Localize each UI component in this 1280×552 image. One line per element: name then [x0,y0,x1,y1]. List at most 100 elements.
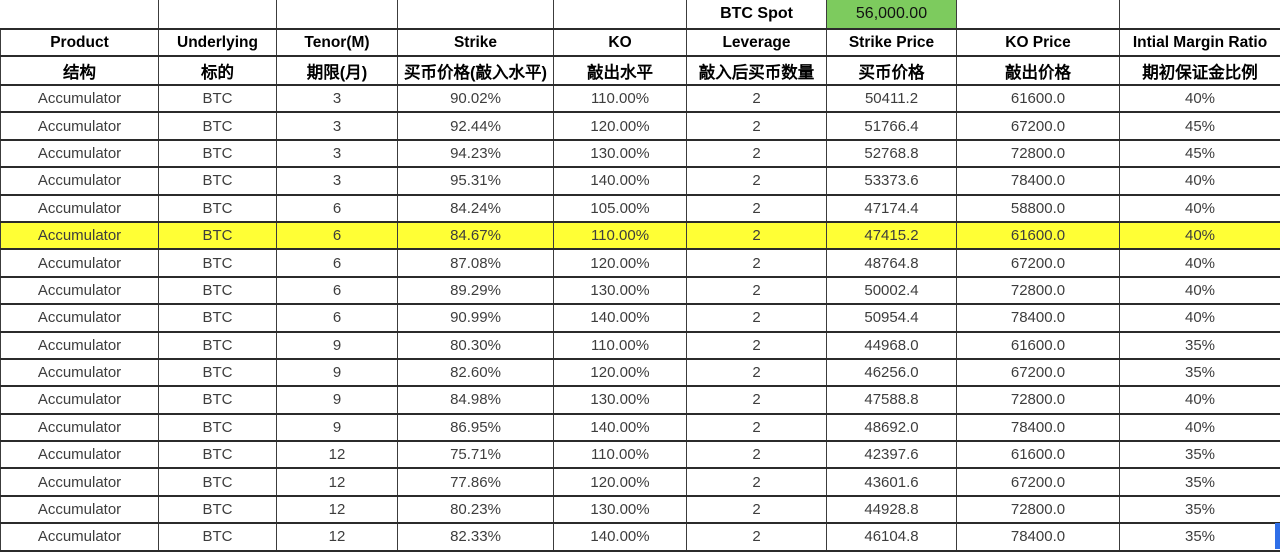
cell-ko[interactable]: 130.00% [554,140,687,167]
cell-strike[interactable]: 84.67% [398,222,554,249]
cell-tenor[interactable]: 3 [277,85,398,112]
cell-tenor[interactable]: 6 [277,195,398,222]
cell-strike-price[interactable]: 50002.4 [827,277,957,304]
cell-leverage[interactable]: 2 [687,222,827,249]
cell-underlying[interactable]: BTC [159,332,277,359]
header-ko-price[interactable]: KO Price [957,29,1120,56]
cell-underlying[interactable]: BTC [159,414,277,441]
cell-strike[interactable]: 84.98% [398,386,554,413]
cell-strike-price[interactable]: 42397.6 [827,441,957,468]
empty-cell[interactable] [1120,0,1280,29]
cell-leverage[interactable]: 2 [687,304,827,331]
cell-strike-price[interactable]: 47588.8 [827,386,957,413]
cell-tenor[interactable]: 3 [277,167,398,194]
header-strike-zh[interactable]: 买币价格(敲入水平) [398,56,554,85]
cell-margin[interactable]: 35% [1120,332,1280,359]
cell-ko[interactable]: 130.00% [554,277,687,304]
cell-tenor[interactable]: 3 [277,140,398,167]
cell-ko[interactable]: 130.00% [554,386,687,413]
empty-cell[interactable] [277,0,398,29]
cell-tenor[interactable]: 6 [277,222,398,249]
cell-margin[interactable]: 40% [1120,414,1280,441]
cell-strike-price[interactable]: 44928.8 [827,496,957,523]
cell-leverage[interactable]: 2 [687,85,827,112]
cell-margin[interactable]: 40% [1120,195,1280,222]
cell-product[interactable]: Accumulator [1,222,159,249]
header-strike-price-zh[interactable]: 买币价格 [827,56,957,85]
cell-tenor[interactable]: 6 [277,249,398,276]
cell-strike[interactable]: 89.29% [398,277,554,304]
cell-ko[interactable]: 110.00% [554,222,687,249]
header-product[interactable]: Product [1,29,159,56]
cell-underlying[interactable]: BTC [159,249,277,276]
cell-strike-price[interactable]: 46104.8 [827,523,957,550]
cell-leverage[interactable]: 2 [687,359,827,386]
cell-leverage[interactable]: 2 [687,167,827,194]
cell-product[interactable]: Accumulator [1,468,159,495]
cell-strike[interactable]: 90.99% [398,304,554,331]
cell-underlying[interactable]: BTC [159,140,277,167]
cell-underlying[interactable]: BTC [159,85,277,112]
header-margin-ratio-zh[interactable]: 期初保证金比例 [1120,56,1280,85]
cell-ko-price[interactable]: 61600.0 [957,222,1120,249]
cell-ko[interactable]: 110.00% [554,332,687,359]
header-strike-price[interactable]: Strike Price [827,29,957,56]
cell-ko-price[interactable]: 72800.0 [957,386,1120,413]
cell-product[interactable]: Accumulator [1,112,159,139]
cell-ko[interactable]: 110.00% [554,85,687,112]
cell-product[interactable]: Accumulator [1,496,159,523]
cell-strike-price[interactable]: 44968.0 [827,332,957,359]
cell-product[interactable]: Accumulator [1,414,159,441]
cell-strike-price[interactable]: 50411.2 [827,85,957,112]
cell-tenor[interactable]: 12 [277,523,398,550]
cell-leverage[interactable]: 2 [687,195,827,222]
cell-leverage[interactable]: 2 [687,414,827,441]
cell-product[interactable]: Accumulator [1,277,159,304]
cell-ko[interactable]: 140.00% [554,414,687,441]
header-strike[interactable]: Strike [398,29,554,56]
cell-underlying[interactable]: BTC [159,112,277,139]
cell-underlying[interactable]: BTC [159,523,277,550]
header-underlying[interactable]: Underlying [159,29,277,56]
cell-ko-price[interactable]: 58800.0 [957,195,1120,222]
cell-leverage[interactable]: 2 [687,496,827,523]
cell-ko[interactable]: 120.00% [554,468,687,495]
cell-product[interactable]: Accumulator [1,167,159,194]
header-leverage[interactable]: Leverage [687,29,827,56]
cell-strike-price[interactable]: 50954.4 [827,304,957,331]
cell-strike-price[interactable]: 51766.4 [827,112,957,139]
cell-margin[interactable]: 40% [1120,304,1280,331]
cell-ko-price[interactable]: 72800.0 [957,277,1120,304]
cell-margin[interactable]: 40% [1120,249,1280,276]
cell-leverage[interactable]: 2 [687,468,827,495]
cell-strike-price[interactable]: 48764.8 [827,249,957,276]
cell-margin[interactable]: 40% [1120,85,1280,112]
cell-tenor[interactable]: 6 [277,304,398,331]
header-margin-ratio[interactable]: Intial Margin Ratio [1120,29,1280,56]
cell-margin[interactable]: 35% [1120,496,1280,523]
cell-underlying[interactable]: BTC [159,167,277,194]
cell-margin[interactable]: 40% [1120,277,1280,304]
header-ko-price-zh[interactable]: 敲出价格 [957,56,1120,85]
cell-underlying[interactable]: BTC [159,304,277,331]
cell-tenor[interactable]: 9 [277,359,398,386]
cell-strike[interactable]: 80.23% [398,496,554,523]
cell-underlying[interactable]: BTC [159,468,277,495]
cell-margin[interactable]: 35% [1120,441,1280,468]
cell-ko-price[interactable]: 61600.0 [957,441,1120,468]
cell-strike[interactable]: 82.60% [398,359,554,386]
cell-strike[interactable]: 86.95% [398,414,554,441]
cell-underlying[interactable]: BTC [159,359,277,386]
cell-underlying[interactable]: BTC [159,222,277,249]
cell-margin[interactable]: 40% [1120,386,1280,413]
header-leverage-zh[interactable]: 敲入后买币数量 [687,56,827,85]
cell-leverage[interactable]: 2 [687,140,827,167]
cell-ko-price[interactable]: 78400.0 [957,523,1120,550]
cell-leverage[interactable]: 2 [687,386,827,413]
cell-ko-price[interactable]: 67200.0 [957,468,1120,495]
btc-spot-value[interactable]: 56,000.00 [827,0,957,29]
cell-product[interactable]: Accumulator [1,523,159,550]
header-tenor[interactable]: Tenor(M) [277,29,398,56]
cell-product[interactable]: Accumulator [1,332,159,359]
cell-strike-price[interactable]: 48692.0 [827,414,957,441]
